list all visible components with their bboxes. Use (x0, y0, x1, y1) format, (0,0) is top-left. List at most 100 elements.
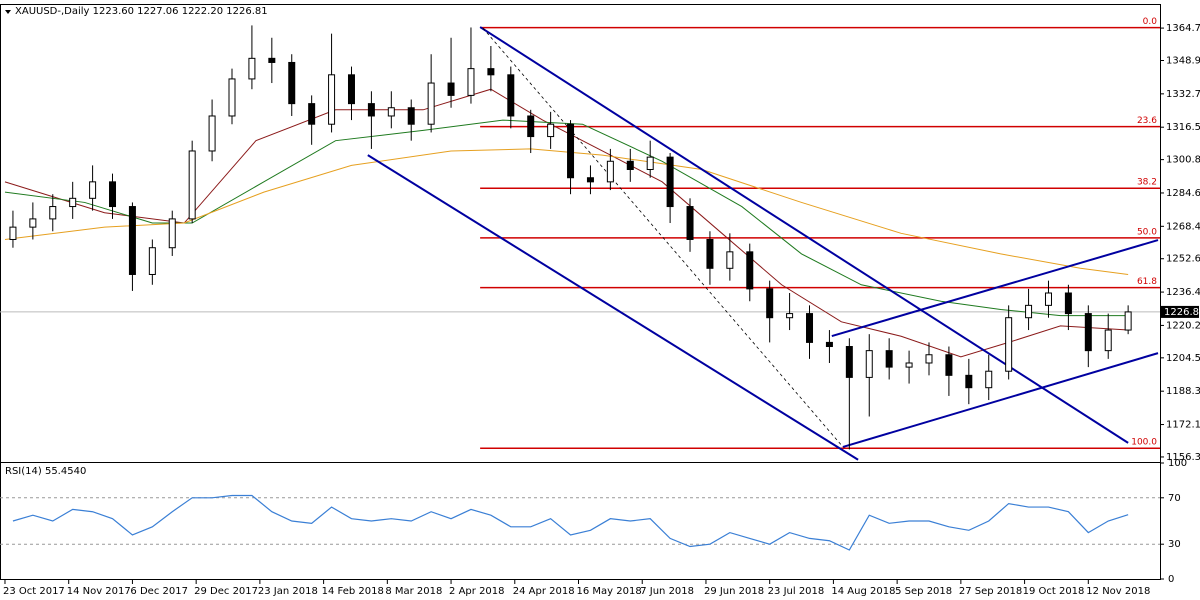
candle-body (1104, 329, 1112, 352)
trendline (831, 239, 1159, 337)
candle-body (407, 107, 415, 125)
x-tick-label: 27 Sep 2018 (959, 586, 1022, 597)
y-tick-label: 1300.80 (1166, 155, 1200, 166)
y-tick-label: 1284.60 (1166, 188, 1200, 199)
candle-body (507, 74, 515, 117)
candle-body (1025, 304, 1033, 319)
candle-body (885, 350, 893, 368)
candle-body (248, 57, 256, 80)
y-tick-label: 1364.70 (1166, 23, 1200, 34)
candle-body (606, 160, 614, 183)
candle-body (865, 350, 873, 378)
rsi-line (12, 494, 1129, 551)
fib-label: 50.0 (1137, 227, 1157, 237)
y-tick-label: 1188.30 (1166, 386, 1200, 397)
x-tick-label: 23 Jan 2018 (258, 586, 318, 597)
candle-body (925, 354, 933, 364)
fib-label: 0.0 (1143, 17, 1158, 27)
candle-body (726, 251, 734, 269)
rsi-title: RSI(14) 55.4540 (5, 466, 86, 477)
candle-body (746, 251, 754, 290)
trendline (479, 26, 1129, 444)
x-tick-label: 14 Aug 2018 (831, 586, 895, 597)
y-tick-label: 1172.10 (1166, 420, 1200, 431)
candle-body (208, 115, 216, 152)
candle-body (128, 206, 136, 275)
candle-body (666, 156, 674, 208)
candle-body (487, 68, 495, 76)
y-tick-label: 1316.55 (1166, 122, 1200, 133)
candle-body (686, 206, 694, 240)
fib-label: 100.0 (1131, 438, 1157, 448)
candle-body (965, 374, 973, 389)
candle-body (786, 313, 794, 319)
candle-body (188, 150, 196, 220)
y-tick-label: 1332.75 (1166, 89, 1200, 100)
candle-body (447, 82, 455, 96)
x-tick-label: 16 May 2018 (577, 586, 642, 597)
trendline (482, 27, 844, 448)
rsi-panel (0, 462, 1161, 580)
moving-average (4, 119, 1129, 317)
trendline (842, 352, 1159, 448)
rsi-tick-label: 70 (1168, 493, 1181, 504)
x-tick-label: 2 Apr 2018 (449, 586, 504, 597)
trendline (367, 154, 859, 461)
candle-body (387, 107, 395, 117)
candle-body (308, 103, 316, 125)
fib-label: 38.2 (1137, 178, 1157, 188)
rsi-tick-label: 0 (1168, 574, 1174, 585)
candle-body (328, 74, 336, 125)
last-price-label: 1226.81 (1164, 307, 1200, 318)
candle-body (905, 362, 913, 368)
candle-body (626, 160, 634, 170)
fib-label: 61.8 (1137, 277, 1157, 287)
x-tick-label: 5 Sep 2018 (895, 586, 952, 597)
candle-body (1044, 292, 1052, 306)
rsi-plot (0, 494, 1160, 551)
x-tick-label: 23 Oct 2017 (3, 586, 65, 597)
candle-body (347, 74, 355, 105)
y-tick-label: 1236.45 (1166, 287, 1200, 298)
y-tick-label: 1268.40 (1166, 221, 1200, 232)
candle-body (148, 247, 156, 275)
y-tick-label: 1204.50 (1166, 353, 1200, 364)
x-tick-label: 12 Nov 2018 (1086, 586, 1150, 597)
x-tick-label: 14 Feb 2018 (322, 586, 384, 597)
y-tick-label: 1156.35 (1166, 452, 1200, 463)
candle-body (985, 370, 993, 389)
candle-body (1064, 292, 1072, 315)
candle-body (527, 115, 535, 138)
candle-body (268, 57, 276, 63)
y-tick-label: 1220.25 (1166, 320, 1200, 331)
x-tick-label: 29 Dec 2017 (194, 586, 258, 597)
candle-body (69, 197, 77, 208)
candle-body (646, 156, 654, 170)
candle-body (567, 123, 575, 179)
candle-body (168, 218, 176, 249)
x-tick-label: 29 Jun 2018 (704, 586, 764, 597)
candle-body (109, 181, 117, 208)
x-tick-label: 14 Nov 2017 (67, 586, 131, 597)
candle-body (845, 346, 853, 378)
y-tick-label: 1348.95 (1166, 56, 1200, 67)
axes: 1364.70 1348.95 1332.75 1316.55 1300.80 1284.… (3, 23, 1200, 597)
candle-body (49, 206, 57, 220)
candle-body (825, 341, 833, 348)
x-tick-label: 24 Apr 2018 (513, 586, 575, 597)
candle-body (367, 103, 375, 117)
candle-body (228, 78, 236, 117)
header-icon (5, 10, 11, 14)
candle-body (706, 238, 714, 269)
y-tick-label: 1252.65 (1166, 254, 1200, 265)
price-plot: 0.0 23.6 38.2 50.0 61.8 100.0 (0, 17, 1160, 461)
x-tick-label: 8 Mar 2018 (385, 586, 442, 597)
rsi-tick-label: 100 (1168, 458, 1187, 469)
last-price-tag (1161, 305, 1199, 318)
candle-body (29, 218, 37, 228)
x-tick-label: 6 Dec 2017 (130, 586, 188, 597)
candle-body (467, 68, 475, 96)
candle-body (586, 177, 594, 183)
candle-body (89, 181, 97, 199)
